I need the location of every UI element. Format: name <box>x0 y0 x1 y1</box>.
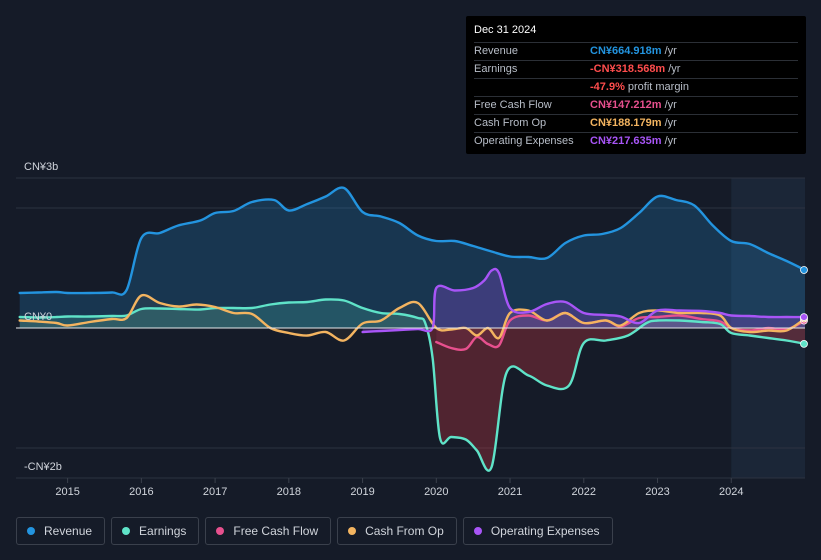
x-tick-label-2022: 2022 <box>572 486 596 498</box>
end-marker-operating-expenses <box>800 313 808 322</box>
tooltip-row: Revenue CN¥664.918m/yr <box>474 43 798 61</box>
tooltip-row-label <box>474 79 590 96</box>
x-tick-label-2016: 2016 <box>129 486 153 498</box>
y-tick-label-zero: CN¥0 <box>24 311 52 323</box>
series-end-markers <box>800 266 808 348</box>
tooltip-row-unit: /yr <box>664 99 677 111</box>
chart-legend: Revenue Earnings Free Cash Flow Cash From O… <box>16 517 613 545</box>
tooltip-row-unit: profit margin <box>627 81 689 93</box>
legend-item-operating-expenses[interactable]: Operating Expenses <box>462 517 613 545</box>
gridlines <box>16 177 805 479</box>
x-tick-label-2021: 2021 <box>498 486 522 498</box>
legend-dot-icon <box>122 527 131 535</box>
tooltip-row-value: -CN¥318.568m <box>590 63 666 75</box>
legend-label: Revenue <box>44 524 93 538</box>
tooltip-row-label: Cash From Op <box>474 117 547 129</box>
tooltip-row-value: CN¥147.212m <box>590 99 662 111</box>
area-cash-from-op <box>19 295 805 341</box>
y-tick-label-top: CN¥3b <box>24 161 58 173</box>
line-revenue <box>18 186 807 296</box>
x-tick-label-2019: 2019 <box>350 486 374 498</box>
line-cash-from-op <box>18 293 807 342</box>
tooltip-row: -47.9% profit margin <box>474 79 798 97</box>
x-tick-label-2024: 2024 <box>719 486 743 498</box>
series-lines <box>16 186 807 472</box>
x-axis-ticks: 2015 2016 2017 2018 2019 2020 2021 2022 2023 2024 <box>55 478 744 498</box>
tooltip-row-unit: /yr <box>668 63 681 75</box>
x-tick-label-2020: 2020 <box>424 486 448 498</box>
tooltip-row-unit: /yr <box>664 45 677 57</box>
tooltip-date: Dec 31 2024 <box>474 24 798 43</box>
area-revenue <box>19 187 805 328</box>
series-areas <box>19 187 805 471</box>
legend-item-revenue[interactable]: Revenue <box>16 517 106 545</box>
line-operating-expenses <box>361 267 807 334</box>
tooltip-row: Cash From Op CN¥188.179m/yr <box>474 115 798 133</box>
tooltip-row-value: CN¥217.635m <box>590 135 662 147</box>
legend-item-free-cash-flow[interactable]: Free Cash Flow <box>205 517 332 545</box>
legend-item-cash-from-op[interactable]: Cash From Op <box>337 517 457 545</box>
tooltip-row: Operating Expenses CN¥217.635m/yr <box>474 133 798 150</box>
legend-dot-icon <box>473 527 482 535</box>
tooltip-row-unit: /yr <box>664 117 677 129</box>
end-marker-earnings <box>800 339 808 348</box>
tooltip-row: Free Cash Flow CN¥147.212m/yr <box>474 97 798 115</box>
legend-label: Cash From Op <box>365 524 444 538</box>
tooltip-row: Earnings -CN¥318.568m/yr <box>474 61 798 79</box>
x-tick-label-2023: 2023 <box>645 486 669 498</box>
x-tick-label-2018: 2018 <box>277 486 301 498</box>
legend-dot-icon <box>348 527 357 535</box>
legend-label: Earnings <box>139 524 187 538</box>
x-tick-label-2017: 2017 <box>203 486 227 498</box>
area-earnings-positive <box>19 299 805 328</box>
tooltip-row-label: Earnings <box>474 63 518 75</box>
tooltip-row-label: Revenue <box>474 45 519 57</box>
legend-dot-icon <box>216 527 225 535</box>
x-tick-label-2015: 2015 <box>55 486 79 498</box>
data-tooltip: Dec 31 2024 Revenue CN¥664.918m/yr Earning… <box>466 16 806 154</box>
tooltip-row-value: CN¥664.918m <box>590 45 662 57</box>
legend-item-earnings[interactable]: Earnings <box>111 517 200 545</box>
tooltip-rows: Revenue CN¥664.918m/yr Earnings -CN¥318.568… <box>474 43 798 150</box>
legend-label: Free Cash Flow <box>233 524 319 538</box>
y-tick-label-bottom: -CN¥2b <box>24 461 62 473</box>
end-marker-revenue <box>800 266 808 274</box>
legend-dot-icon <box>27 527 35 535</box>
tooltip-row-unit: /yr <box>664 135 677 147</box>
line-earnings <box>18 298 807 472</box>
legend-label: Operating Expenses <box>490 524 600 538</box>
tooltip-row-label: Free Cash Flow <box>474 99 552 111</box>
tooltip-row-value: -47.9% <box>590 81 625 93</box>
tooltip-row-label: Operating Expenses <box>474 135 574 147</box>
tooltip-row-value: CN¥188.179m <box>590 117 662 129</box>
area-operating-expenses <box>362 268 805 332</box>
